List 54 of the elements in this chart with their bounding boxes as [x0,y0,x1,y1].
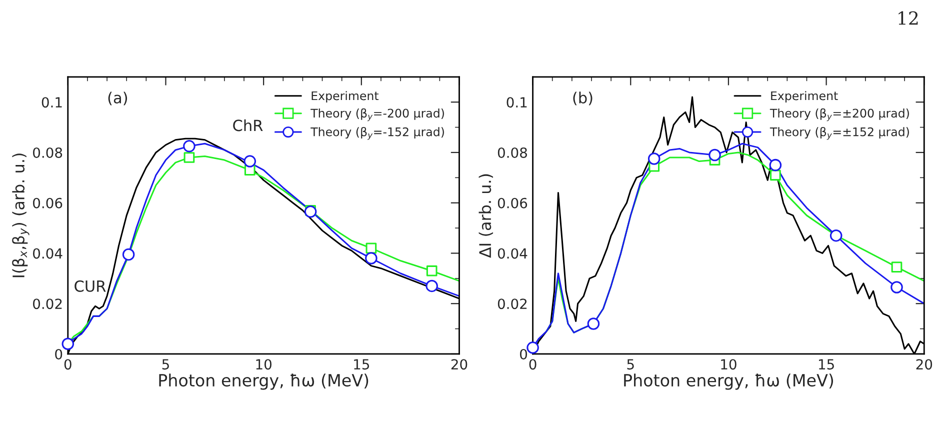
x-tick-label: 20 [451,359,468,370]
point [122,248,135,261]
y-tick-label: 0.02 [33,298,62,310]
legend-label: Theory (β$_{y}$=-152 μrad) [310,127,444,140]
point [770,170,781,181]
x-axis-title: Photon energy, ħω (MeV) [159,374,368,390]
y-tick-label: 0.04 [498,248,528,259]
y-axis-title: ΔI (arb. u.) [478,174,494,258]
y-tick-label: 0 [520,348,528,360]
point [244,155,256,168]
x-tick-label: 10 [256,359,272,370]
x-tick-label: 10 [721,359,736,370]
y-tick-label: 0 [55,348,62,360]
text: 12 [898,11,918,25]
point [587,318,600,330]
legend-label: Experiment [312,91,379,103]
legend-label: Experiment [771,91,838,103]
point [426,280,438,292]
y-tick-label: 0.06 [33,198,62,208]
x-tick-label: 20 [916,359,932,370]
legend-label: Theory (β$_{y}$=-200 μrad) [310,108,444,122]
y-tick-label: 0.1 [42,97,62,108]
point [62,338,74,350]
y-tick-label: 0.02 [498,298,527,310]
y-tick-label: 0.04 [33,248,62,259]
x-tick-label: 15 [354,359,370,370]
y-tick-label: 0.06 [498,198,528,208]
point [830,229,842,242]
x-tick-label: 5 [162,359,169,370]
point [708,148,721,162]
point [365,252,378,264]
x-tick-label: 0 [529,359,536,370]
legend-label: Theory (β$_{y}$=±200 μrad) [770,108,909,122]
x-tick-label: 0 [64,359,72,370]
x-tick-label: 5 [627,359,634,370]
x-axis-title: Photon energy, ħω (MeV) [624,374,834,390]
y-tick-label: 0.08 [33,147,62,158]
point [648,152,660,165]
annotation: (b) [573,92,592,106]
y-tick-label: 0.1 [506,97,527,108]
annotation: CUR [74,280,106,292]
annotation: (a) [108,92,127,106]
point [891,262,902,272]
point [769,158,782,172]
legend-label: Theory (β$_{y}$=±152 μrad) [770,127,909,140]
x-tick-label: 15 [818,359,834,370]
y-axis-title: I(β$_{x}$,β$_{y}$) (arb. u.) [12,154,30,278]
y-tick-label: 0.08 [498,147,527,158]
point [184,152,195,163]
point [426,265,438,276]
point [526,342,539,354]
annotation: ChR [233,119,263,132]
point [890,281,903,294]
point [183,140,196,152]
